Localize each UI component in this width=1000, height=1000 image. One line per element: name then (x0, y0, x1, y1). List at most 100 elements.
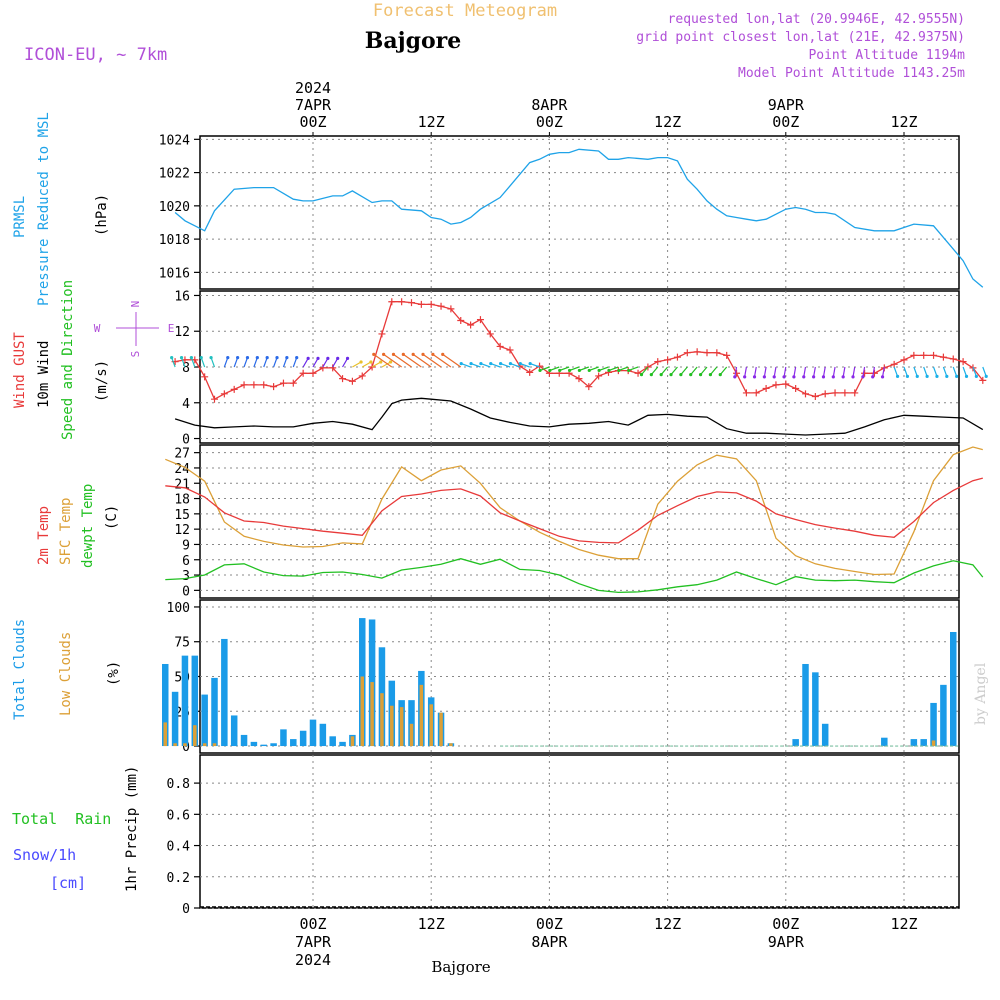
wind-ytick-label: 8 (182, 361, 190, 376)
pressure-frame (199, 135, 960, 290)
total-cloud-bar (240, 734, 248, 747)
temp-ytick-label: 27 (174, 447, 190, 462)
top-time-label: 00Z (536, 113, 563, 131)
top-time-label: 8APR (531, 96, 568, 114)
wind-ytick-label: 12 (174, 325, 190, 340)
wind-arrow-head (518, 361, 522, 366)
wind-arrow-head (265, 356, 269, 360)
gust-marker (930, 351, 938, 359)
wind-arrow-head (861, 375, 865, 379)
wind-arrow-head (577, 368, 582, 373)
wind-arrow (422, 353, 442, 368)
pressure-ytick-label: 1020 (159, 200, 190, 215)
wind-arrow (773, 366, 777, 377)
gust-marker (270, 383, 278, 391)
wind-arrow-head (508, 361, 513, 366)
gust-marker (496, 342, 504, 350)
pressure-label-prmsl: PRMSL (12, 196, 28, 238)
total-cloud-bar (230, 715, 238, 747)
wind-arrow (210, 357, 216, 368)
total-cloud-bar (201, 694, 208, 747)
total-cloud-bar (339, 741, 346, 747)
wind-arrow-head (389, 360, 393, 364)
top-time-label: 12Z (890, 113, 917, 131)
total-cloud-bar (181, 655, 189, 747)
gust-marker (900, 356, 908, 364)
wind-arrow (373, 353, 393, 368)
wind-arrow-head (401, 352, 405, 356)
total-cloud-bar (250, 741, 258, 747)
footer-location: Bajgore (431, 958, 490, 976)
wind-arrow-head (558, 368, 562, 373)
gust-marker (802, 390, 809, 398)
pressure-ytick-label: 1022 (159, 167, 190, 182)
gust-marker (762, 384, 770, 392)
wind-arrow (641, 366, 649, 376)
dewpt-line (165, 558, 984, 594)
wind-arrow (734, 366, 738, 377)
wind-arrow (171, 357, 176, 368)
gust-marker (486, 330, 494, 338)
wind-arrow-head (718, 373, 722, 377)
gust-marker (782, 380, 790, 388)
gust-marker (309, 369, 317, 377)
wind-arrow-head (382, 352, 386, 356)
wind-arrow (292, 357, 298, 368)
low-cloud-bar (409, 723, 414, 747)
wind-arrow (903, 366, 908, 377)
pressure-panel-labels: PRMSL Pressure Reduced to MSL (hPa) (12, 112, 110, 306)
total-cloud-bar (930, 702, 937, 747)
wind-arrow-head (841, 375, 845, 379)
gust-marker (467, 321, 475, 329)
gust-marker (220, 390, 228, 398)
wind-arrow (371, 361, 382, 368)
wind-arrow-head (441, 352, 445, 356)
wind-arrow (842, 366, 846, 377)
wind-arrow-head (316, 356, 320, 360)
total-cloud-bar (280, 729, 287, 747)
gust-marker (841, 389, 849, 397)
wind-arrow-head (689, 373, 693, 377)
requested-coords: requested lon,lat (20.9946E, 42.9555N) (668, 12, 965, 27)
gust-marker (673, 353, 681, 361)
temp-ytick-label: 3 (182, 569, 190, 584)
wind-arrow-head (821, 375, 826, 379)
wind-arrow (460, 363, 471, 368)
wind-arrow (539, 366, 550, 371)
wind-arrow-head (880, 375, 885, 379)
wind-arrow-head (489, 361, 493, 366)
wind-arrow (852, 366, 856, 377)
total-clouds-label: Total Clouds (12, 619, 28, 720)
total-cloud-bar (792, 739, 799, 747)
bottom-time-label: 7APR (295, 933, 332, 951)
low-cloud-bar (390, 705, 394, 747)
wind-arrow (381, 361, 391, 368)
panel-frames (199, 135, 960, 909)
wind-arrow-head (369, 360, 373, 364)
wind-arrow (972, 366, 977, 377)
compass-w: W (94, 322, 101, 335)
wind-arrow-head (528, 361, 532, 366)
wind-arrow (832, 366, 836, 377)
gust-marker (723, 351, 731, 359)
gust-marker (920, 351, 928, 359)
low-cloud-bar (380, 693, 384, 747)
grid-point-coords: grid point closest lon,lat (21E, 42.9375… (636, 30, 965, 45)
gust-marker (319, 364, 327, 372)
wind-arrow-head (762, 375, 766, 379)
precip-ytick-label: 0.8 (167, 777, 190, 792)
gust-marker (595, 372, 603, 380)
total-cloud-bar (221, 638, 228, 747)
gust-marker (752, 389, 760, 397)
total-cloud-bar (408, 700, 415, 747)
wind-arrow (412, 353, 432, 368)
wind-arrow (470, 363, 481, 368)
wind-arrow-head (345, 356, 350, 360)
gust-marker (240, 381, 248, 389)
point-altitude: Point Altitude 1194m (808, 48, 965, 63)
wind-10m-label: 10m Wind (36, 341, 52, 408)
wind-ytick-label: 16 (174, 289, 190, 304)
gust-marker (792, 384, 800, 392)
wind-arrow (361, 361, 372, 368)
wind-arrow-head (627, 368, 631, 373)
